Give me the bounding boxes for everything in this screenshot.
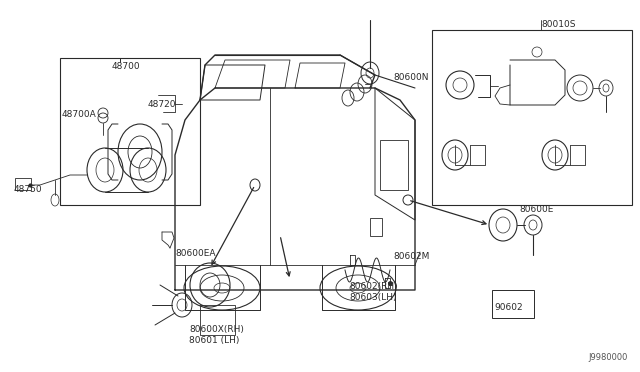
Bar [200,305,235,335]
Text: 48700: 48700 [112,62,141,71]
Text: 80010S: 80010S [541,20,575,29]
Text: 48720: 48720 [148,100,177,109]
Bar [60,58,200,205]
Bar [370,218,382,236]
Text: 80603(LH): 80603(LH) [349,293,397,302]
Text: 48700A: 48700A [62,110,97,119]
Text: 80600N: 80600N [393,73,429,82]
Text: 80600E: 80600E [519,205,554,214]
Text: 80602M: 80602M [393,252,429,261]
Text: 80600EA: 80600EA [175,249,216,258]
Bar [432,30,632,205]
Text: 80600X(RH): 80600X(RH) [189,325,244,334]
Text: J9980000: J9980000 [589,353,628,362]
Bar [492,290,534,318]
Bar [15,178,31,190]
Bar [380,140,408,190]
Text: 90602: 90602 [494,303,523,312]
Text: 48750: 48750 [14,185,43,194]
Text: 80602(RH): 80602(RH) [349,282,397,291]
Text: 80601 (LH): 80601 (LH) [189,336,239,345]
